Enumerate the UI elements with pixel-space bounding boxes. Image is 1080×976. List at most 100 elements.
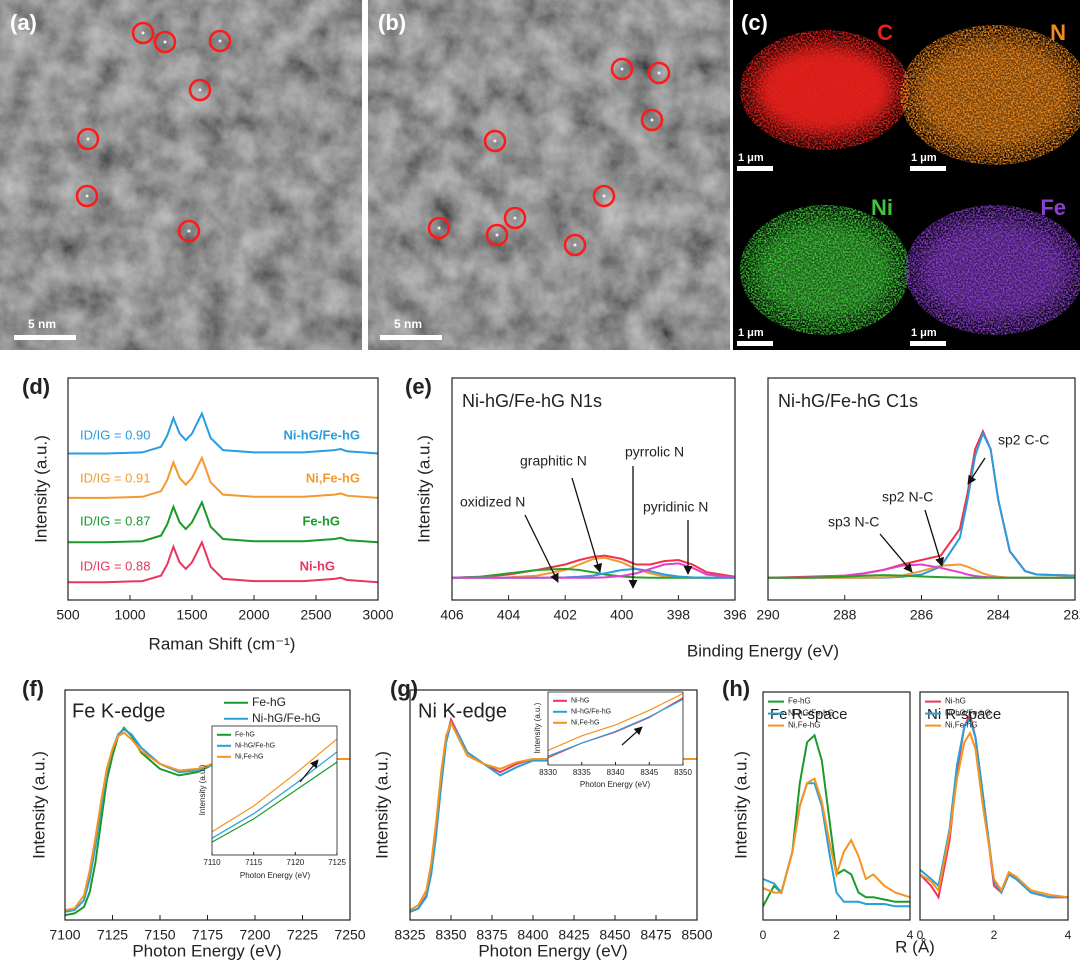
panel-label: (h) (722, 676, 750, 701)
series-name: Ni,Fe-hG (306, 470, 360, 485)
element-label: Fe (1040, 195, 1066, 220)
atom-dot (650, 118, 654, 122)
annotation-arrow (879, 533, 913, 573)
scale-bar (910, 166, 946, 171)
chart-title: Ni-hG/Fe-hG C1s (778, 391, 918, 411)
chart-title: Ni R-space (927, 706, 1001, 723)
eds-map: Fe 1 μm (905, 195, 1080, 346)
legend-label: Ni-hG (945, 697, 966, 706)
element-speckle (905, 205, 1080, 335)
x-tick-label: 7125 (328, 858, 346, 867)
x-tick-label: 402 (554, 607, 578, 623)
marker-circle (483, 129, 507, 153)
x-tick-label: 7250 (334, 927, 365, 943)
annotation: pyrrolic N (625, 444, 684, 460)
annotation-arrow (924, 509, 944, 567)
chart: 7110 7115 7120 7125 Photon Energy (eV) Intens… (198, 725, 346, 880)
micrograph-a (0, 0, 362, 350)
series-line (547, 692, 684, 751)
charts: 500 1000 1500 2000 2500 3000 Raman Shift (cm⁻¹… (22, 374, 1080, 961)
legend-label: Ni-hG/Fe-hG (235, 743, 275, 750)
x-tick-label: 290 (756, 607, 780, 623)
x-tick-label: 286 (910, 607, 934, 623)
atom-dot (437, 226, 441, 230)
chart: 290 288 286 284 282 Ni-hG/Fe-hG C1s sp2 C-C sp2… (756, 377, 1080, 623)
scale-bar (737, 341, 773, 346)
plot-frame (211, 725, 338, 856)
y-axis-label: Intensity (a.u.) (29, 751, 48, 859)
scale-bar (910, 341, 946, 346)
x-tick-label: 8375 (476, 927, 507, 943)
eds-map: Ni 1 μm (737, 195, 910, 346)
marker-circle (188, 78, 212, 102)
series-line (211, 738, 338, 833)
ratio-label: ID/IG = 0.88 (80, 558, 150, 573)
annotation: pyridinic N (643, 499, 708, 515)
x-tick-label: 8350 (435, 927, 466, 943)
element-label: Ni (871, 195, 893, 220)
panel-label: (b) (378, 10, 406, 35)
element-label: C (877, 20, 893, 45)
ratio-label: ID/IG = 0.87 (80, 513, 150, 528)
element-speckle (740, 205, 910, 335)
eds-map: N 1 μm (900, 20, 1080, 171)
atom-dot (602, 194, 606, 198)
series-line (68, 455, 379, 499)
atom-dot (218, 39, 222, 43)
annotation-arrow (571, 477, 603, 573)
marker-circle (485, 223, 509, 247)
plot-frame (67, 377, 379, 601)
x-tick-label: 7175 (192, 927, 223, 943)
atom-markers (75, 21, 671, 257)
x-tick-label: 8450 (599, 927, 630, 943)
x-tick-label: 500 (56, 607, 80, 623)
x-tick-label: 8325 (394, 927, 425, 943)
marker-circle (76, 127, 100, 151)
marker-circle (563, 233, 587, 257)
series-line (768, 574, 1075, 579)
scale-text: 1 μm (911, 152, 937, 164)
x-tick-label: 404 (497, 607, 521, 623)
ratio-label: ID/IG = 0.90 (80, 427, 150, 442)
x-tick-label: 1500 (176, 607, 207, 623)
y-axis-label: Intensity (a.u.) (31, 435, 50, 543)
series-line (919, 730, 1069, 899)
series-line (762, 777, 911, 899)
marker-circle (610, 57, 634, 81)
x-tick-label: 8425 (558, 927, 589, 943)
x-axis-label: Raman Shift (cm⁻¹) (149, 634, 296, 653)
atom-dot (86, 137, 90, 141)
eds-map-group: C 1 μm N 1 μm Ni 1 μm Fe 1 μm (737, 20, 1080, 346)
marker-circle (427, 216, 451, 240)
x-tick-label: 2000 (238, 607, 269, 623)
x-tick-label: 2500 (300, 607, 331, 623)
legend-label: Fe-hG (252, 695, 286, 709)
x-axis-label: Photon Energy (eV) (240, 871, 311, 880)
series-name: Ni-hG (300, 558, 335, 573)
panel-label: (g) (390, 676, 418, 701)
panel-label: (f) (22, 676, 44, 701)
x-tick-label: 8330 (539, 768, 557, 777)
legend-label: Ni-hG/Fe-hG (571, 709, 611, 716)
plot-frame (409, 689, 698, 921)
x-tick-label: 282 (1063, 607, 1080, 623)
chart-title: Ni K-edge (418, 700, 507, 722)
legend-label: Ni-hG (571, 698, 589, 705)
atom-dot (620, 67, 624, 71)
chart-title: Fe K-edge (72, 700, 165, 722)
y-axis-label: Intensity (a.u.) (198, 764, 207, 815)
legend-label: Ni,Fe-hG (571, 720, 599, 727)
element-speckle (900, 25, 1080, 165)
marker-circle (647, 61, 671, 85)
chart: 8325 8350 8375 8400 8425 8450 8475 8500 Photon E… (372, 676, 712, 961)
x-tick-label: 7125 (97, 927, 128, 943)
x-axis-label: R (Å) (895, 937, 935, 956)
scale-text: 5 nm (394, 317, 422, 331)
scale-bar (14, 335, 76, 340)
annotation: sp2 N-C (882, 489, 933, 505)
x-tick-label: 7150 (144, 927, 175, 943)
annotation: oxidized N (460, 494, 525, 510)
marker-circle (640, 108, 664, 132)
